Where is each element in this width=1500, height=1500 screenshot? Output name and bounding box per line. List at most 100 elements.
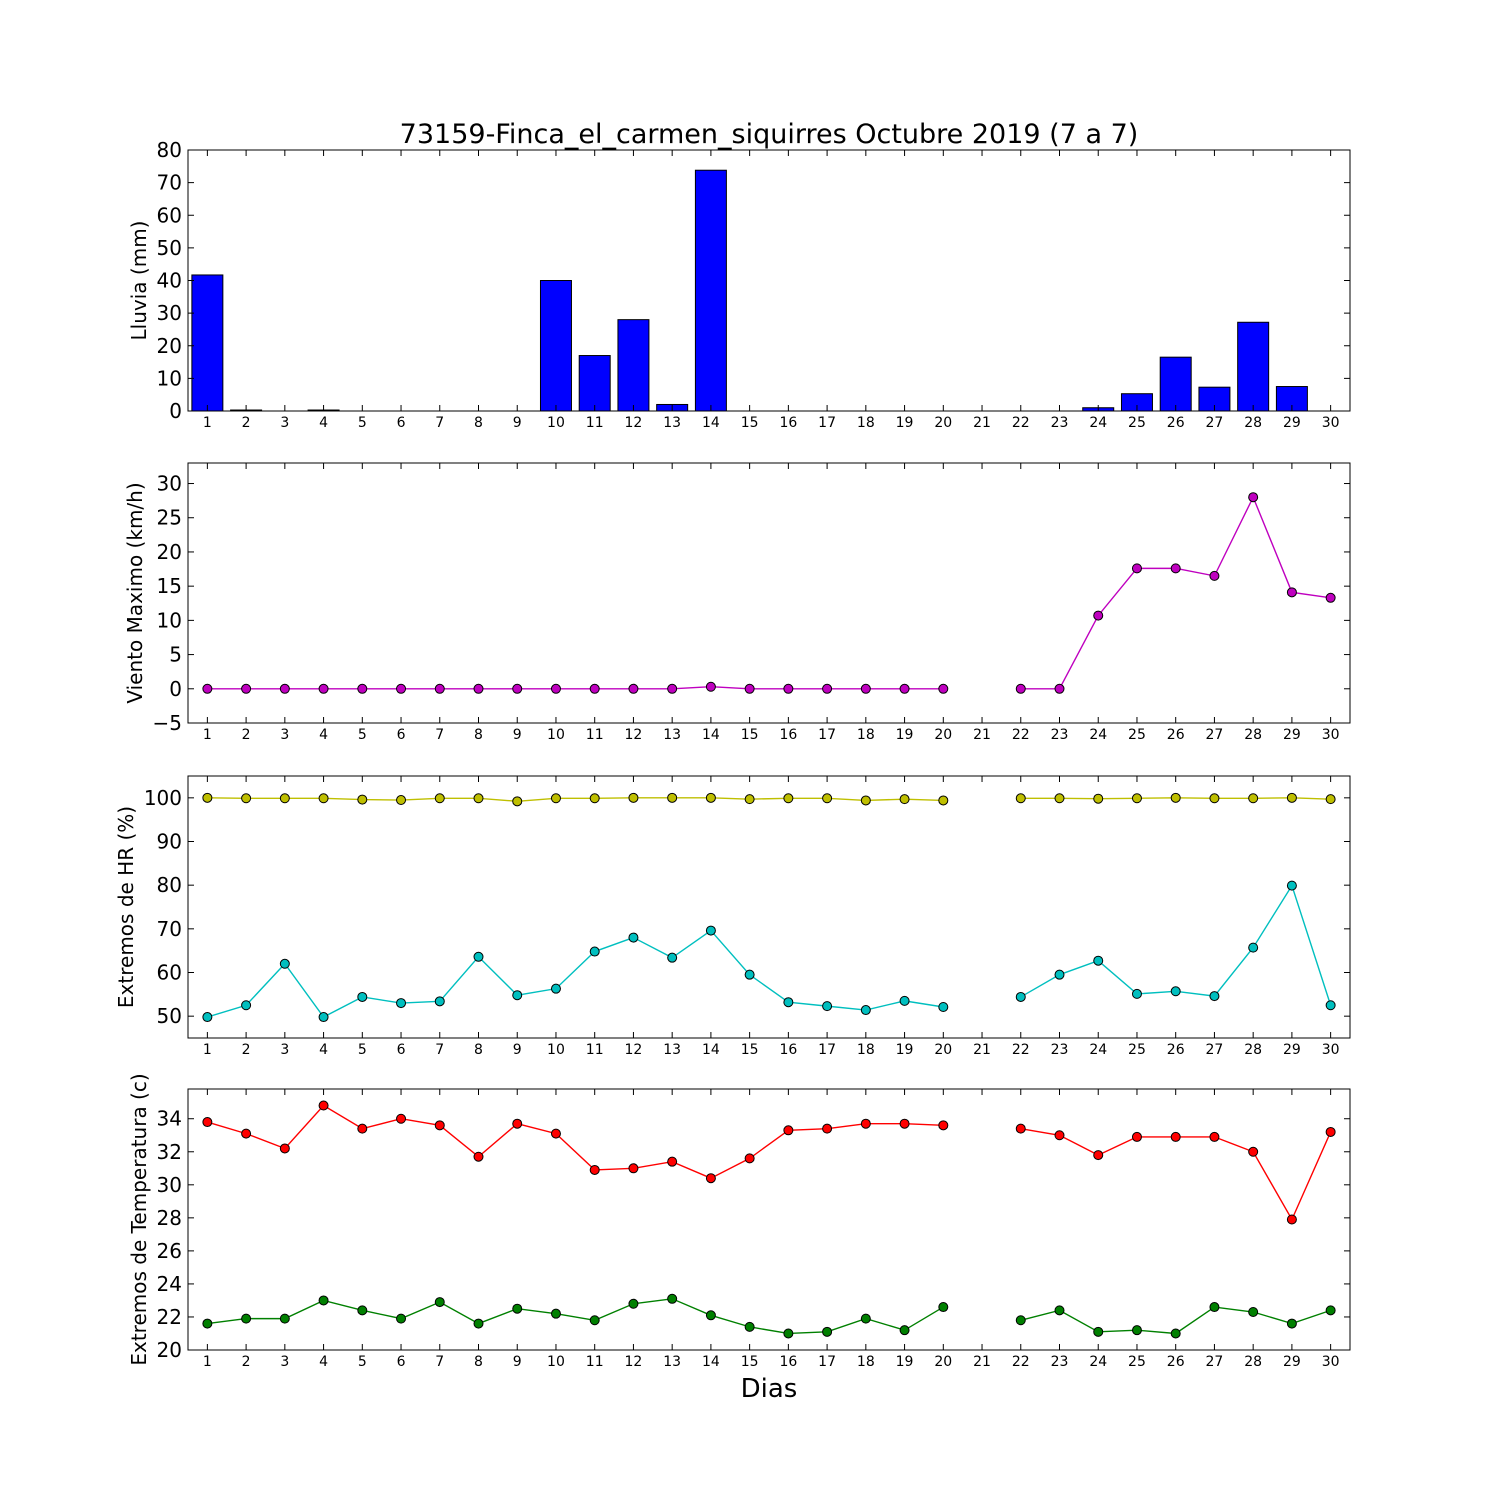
x-tick-label-hr: 18 bbox=[857, 1042, 875, 1058]
x-tick-label-hr: 16 bbox=[779, 1042, 797, 1058]
x-tick-label-viento: 16 bbox=[779, 727, 797, 743]
point-viento-day-8 bbox=[473, 683, 484, 694]
x-tick-label-temperatura: 22 bbox=[1012, 1354, 1030, 1370]
point-temp_max-day-7 bbox=[434, 1120, 445, 1131]
x-tick-label-viento: 3 bbox=[280, 727, 289, 743]
x-tick-label-temperatura: 3 bbox=[280, 1354, 289, 1370]
point-hr_max-day-1 bbox=[202, 792, 213, 803]
point-temp_min-day-30 bbox=[1325, 1305, 1336, 1316]
y-tick-label-viento: 15 bbox=[157, 574, 182, 598]
x-tick-label-temperatura: 1 bbox=[203, 1354, 212, 1370]
bar-lluvia-day-11 bbox=[578, 355, 611, 412]
point-hr_min-day-16 bbox=[783, 997, 794, 1008]
x-tick-label-temperatura: 2 bbox=[242, 1354, 251, 1370]
x-tick-label-hr: 20 bbox=[934, 1042, 952, 1058]
point-temp_min-day-29 bbox=[1286, 1318, 1297, 1329]
point-hr_min-day-26 bbox=[1170, 986, 1181, 997]
point-temp_max-day-19 bbox=[899, 1118, 910, 1129]
x-tick-label-viento: 17 bbox=[818, 727, 836, 743]
point-temp_min-day-4 bbox=[318, 1295, 329, 1306]
frame-lluvia bbox=[187, 149, 1351, 412]
point-temp_max-day-5 bbox=[357, 1123, 368, 1134]
x-tick-label-temperatura: 8 bbox=[474, 1354, 483, 1370]
plot-area-viento bbox=[188, 463, 1350, 723]
point-temp_min-day-6 bbox=[396, 1313, 407, 1324]
x-tick-label-viento: 6 bbox=[397, 727, 406, 743]
frame-viento bbox=[187, 462, 1351, 724]
x-tick-label-temperatura: 11 bbox=[586, 1354, 604, 1370]
x-tick-label-viento: 28 bbox=[1244, 727, 1262, 743]
point-temp_max-day-4 bbox=[318, 1100, 329, 1111]
y-tick-label-viento: 25 bbox=[157, 506, 182, 530]
x-tick-label-hr: 21 bbox=[973, 1042, 991, 1058]
x-tick-label-temperatura: 26 bbox=[1167, 1354, 1185, 1370]
x-tick-label-viento: 5 bbox=[358, 727, 367, 743]
panel-temperatura: 1 2 3 4 5 6 7 8 9 10 11 12 13 14 15 16 17 18 19 20 21 22 23 24 2… bbox=[127, 1073, 1351, 1370]
x-tick-label-hr: 25 bbox=[1128, 1042, 1146, 1058]
point-temp_min-day-13 bbox=[667, 1293, 678, 1304]
x-tick-label-hr: 6 bbox=[397, 1042, 406, 1058]
point-hr_min-day-4 bbox=[318, 1012, 329, 1023]
x-tick-label-lluvia: 6 bbox=[397, 415, 406, 431]
x-tick-label-hr: 13 bbox=[663, 1042, 681, 1058]
x-tick-label-lluvia: 3 bbox=[280, 415, 289, 431]
point-hr_max-day-9 bbox=[512, 796, 523, 807]
point-viento-day-2 bbox=[241, 683, 252, 694]
point-hr_max-day-12 bbox=[628, 792, 639, 803]
y-tick-label-viento: 10 bbox=[157, 608, 182, 632]
x-tick-label-viento: 21 bbox=[973, 727, 991, 743]
point-temp_max-day-20 bbox=[938, 1120, 949, 1131]
point-hr_min-day-9 bbox=[512, 990, 523, 1001]
point-viento-day-22 bbox=[1015, 683, 1026, 694]
point-hr_min-day-1 bbox=[202, 1012, 213, 1023]
x-tick-label-lluvia: 22 bbox=[1012, 415, 1030, 431]
x-tick-label-viento: 30 bbox=[1322, 727, 1340, 743]
x-tick-label-hr: 26 bbox=[1167, 1042, 1185, 1058]
point-temp_max-day-8 bbox=[473, 1151, 484, 1162]
point-hr_max-day-29 bbox=[1286, 792, 1297, 803]
x-tick-label-lluvia: 13 bbox=[663, 415, 681, 431]
point-temp_min-day-24 bbox=[1093, 1326, 1104, 1337]
x-tick-label-hr: 23 bbox=[1051, 1042, 1069, 1058]
x-tick-label-viento: 18 bbox=[857, 727, 875, 743]
point-hr_max-day-24 bbox=[1093, 793, 1104, 804]
x-tick-label-lluvia: 4 bbox=[319, 415, 328, 431]
point-temp_min-day-15 bbox=[744, 1321, 755, 1332]
point-hr_min-day-20 bbox=[938, 1001, 949, 1012]
point-temp_min-day-22 bbox=[1015, 1315, 1026, 1326]
series-line-hr_min bbox=[207, 929, 944, 1018]
point-temp_max-day-23 bbox=[1054, 1130, 1065, 1141]
point-hr_max-day-14 bbox=[705, 792, 716, 803]
point-temp_max-day-25 bbox=[1131, 1131, 1142, 1142]
x-tick-label-viento: 14 bbox=[702, 727, 720, 743]
x-tick-label-lluvia: 7 bbox=[435, 415, 444, 431]
series-line-temp_min bbox=[207, 1298, 944, 1335]
x-tick-label-lluvia: 1 bbox=[203, 415, 212, 431]
x-tick-label-viento: 20 bbox=[934, 727, 952, 743]
x-tick-label-viento: 13 bbox=[663, 727, 681, 743]
frame-hr bbox=[187, 775, 1351, 1039]
point-hr_max-day-4 bbox=[318, 793, 329, 804]
point-hr_min-day-5 bbox=[357, 991, 368, 1002]
x-tick-label-temperatura: 21 bbox=[973, 1354, 991, 1370]
point-temp_max-day-27 bbox=[1209, 1131, 1220, 1142]
point-hr_max-day-10 bbox=[550, 793, 561, 804]
point-hr_min-day-28 bbox=[1248, 942, 1259, 953]
x-tick-label-lluvia: 11 bbox=[586, 415, 604, 431]
point-viento-day-14 bbox=[705, 681, 716, 692]
point-temp_min-day-20 bbox=[938, 1302, 949, 1313]
x-tick-label-lluvia: 18 bbox=[857, 415, 875, 431]
bar-lluvia-day-14 bbox=[694, 169, 727, 412]
x-tick-label-lluvia: 9 bbox=[513, 415, 522, 431]
point-temp_max-day-14 bbox=[705, 1173, 716, 1184]
plot-area-temperatura bbox=[188, 1089, 1350, 1350]
x-tick-label-temperatura: 23 bbox=[1051, 1354, 1069, 1370]
y-tick-label-viento: −5 bbox=[153, 711, 182, 735]
point-temp_min-day-17 bbox=[822, 1326, 833, 1337]
point-temp_min-day-26 bbox=[1170, 1328, 1181, 1339]
ticks-lluvia: 1 2 3 4 5 6 7 8 9 10 11 12 13 14 15 16 17 18 19 20 21 22 23 24 2… bbox=[157, 138, 1350, 431]
y-tick-label-lluvia: 50 bbox=[157, 236, 182, 260]
point-temp_max-day-16 bbox=[783, 1125, 794, 1136]
x-tick-label-viento: 29 bbox=[1283, 727, 1301, 743]
point-temp_max-day-1 bbox=[202, 1117, 213, 1128]
